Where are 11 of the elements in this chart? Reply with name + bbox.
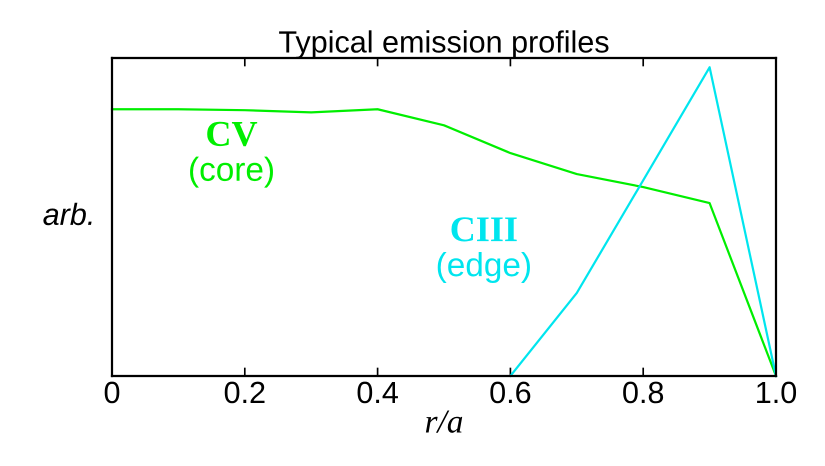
x-tick-label: 0	[104, 382, 120, 404]
x-tick-label: 0.4	[358, 382, 398, 404]
x-tick-label: 1.0	[757, 382, 796, 404]
x-tick-label: 0.8	[623, 382, 664, 404]
x-axis-title: r/a	[426, 410, 462, 433]
chart-title: Typical emission profiles	[279, 30, 608, 59]
x-tick-label: 0.2	[224, 382, 265, 404]
x-tick-label: 0.6	[490, 382, 530, 404]
series-label: CV (core)	[190, 122, 273, 188]
series-label: CIII (edge)	[438, 217, 530, 284]
y-axis-title: arb.	[43, 202, 92, 226]
